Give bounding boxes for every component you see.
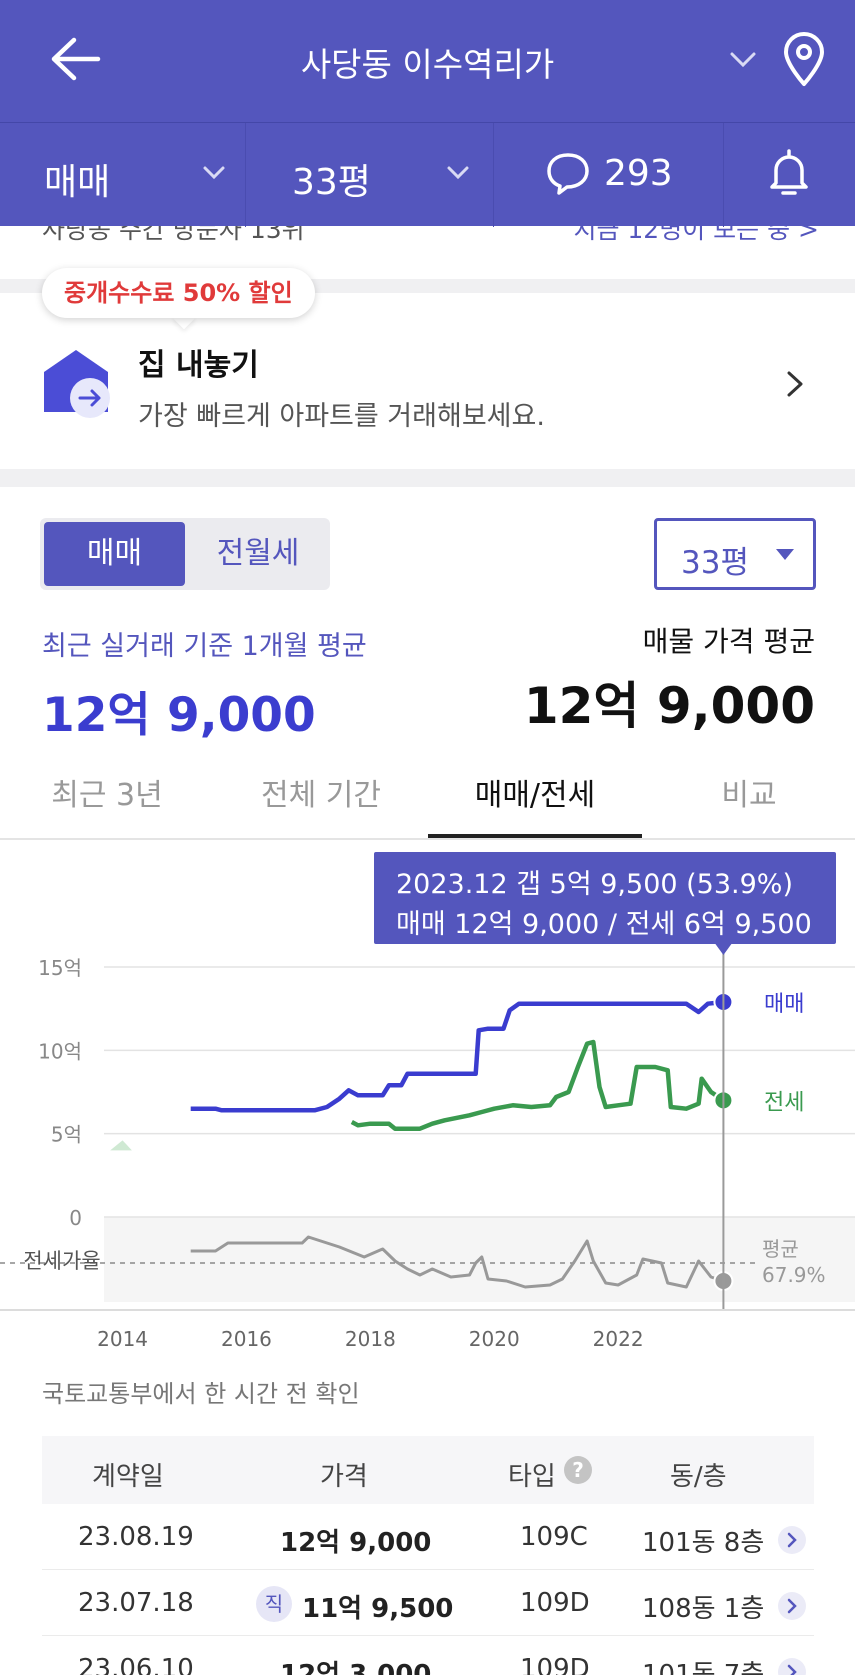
chart-tooltip: 2023.12 갭 5억 9,500 (53.9%) 매매 12억 9,000 … xyxy=(374,852,836,944)
recent-avg-value: 12억 9,000 xyxy=(42,688,316,743)
filter-bar: 매매 33평 293 xyxy=(0,122,855,227)
chevron-down-icon xyxy=(447,166,469,180)
segment-rent[interactable]: 전월세 xyxy=(216,536,300,571)
chevron-right-icon[interactable] xyxy=(778,1658,806,1675)
cell-unit: 108동 1층 xyxy=(642,1594,765,1624)
top-app-bar: 사당동 이수역리가 xyxy=(0,0,855,122)
trade-type-dropdown[interactable]: 매매 xyxy=(0,123,246,227)
tab-divider xyxy=(0,838,855,840)
chevron-down-icon[interactable] xyxy=(728,48,758,72)
x-tick-label: 2020 xyxy=(469,1327,520,1351)
cell-price: 12억 3,000 xyxy=(280,1660,432,1675)
page-title[interactable]: 사당동 이수역리가 xyxy=(300,45,555,84)
table-row[interactable]: 23.08.19 12억 9,000 109C 101동 8층 xyxy=(42,1504,814,1570)
ratio-avg-value: 67.9% xyxy=(762,1263,826,1287)
chevron-down-icon xyxy=(203,166,225,180)
cell-date: 23.06.10 xyxy=(78,1654,194,1675)
section-divider xyxy=(0,469,855,487)
ratio-avg-label: 평균 xyxy=(762,1237,799,1261)
series-line-jeonse xyxy=(350,1039,725,1131)
viewers-now-link[interactable]: 지금 12명이 보는 중 > xyxy=(573,226,819,244)
tooltip-pointer xyxy=(715,944,732,955)
listing-avg-value: 12억 9,000 xyxy=(523,677,815,735)
series-label-sale: 매매 xyxy=(764,992,804,1017)
area-label: 33평 xyxy=(292,162,371,203)
col-type: 타입 xyxy=(508,1462,556,1492)
chevron-right-icon[interactable] xyxy=(778,1592,806,1620)
series-line-sale xyxy=(190,999,724,1113)
comments-button[interactable]: 293 xyxy=(494,123,724,227)
data-source-note: 국토교통부에서 한 시간 전 확인 xyxy=(42,1380,360,1408)
x-tick-label: 2022 xyxy=(593,1327,644,1351)
trade-segment-control: 매매 전월세 xyxy=(40,518,330,590)
cell-unit: 101동 7층 xyxy=(642,1660,765,1675)
col-date: 계약일 xyxy=(92,1462,164,1492)
chevron-right-icon[interactable] xyxy=(778,1526,806,1554)
cell-type: 109D xyxy=(520,1588,590,1618)
x-tick-label: 2016 xyxy=(221,1327,272,1351)
trade-type-label: 매매 xyxy=(44,162,111,203)
list-house-subtitle: 가장 빠르게 아파트를 거래해보세요. xyxy=(138,401,545,432)
tooltip-price-line: 매매 12억 9,000 / 전세 6억 9,500 xyxy=(396,909,812,940)
tab-sale-jeonse[interactable]: 매매/전세 xyxy=(474,778,596,813)
house-arrow-icon xyxy=(44,350,110,418)
table-row[interactable]: 직 23.07.18 11억 9,500 109D 108동 1층 xyxy=(42,1570,814,1636)
listing-avg-label: 매물 가격 평균 xyxy=(642,625,815,658)
promo-badge: 중개수수료 50% 할인 xyxy=(42,268,315,318)
list-house-title: 집 내놓기 xyxy=(138,348,259,383)
chevron-right-icon[interactable] xyxy=(784,370,806,398)
area-dropdown[interactable]: 33평 xyxy=(246,123,494,227)
visitor-rank-text: 사당동 주간 방문자 13위 xyxy=(42,226,305,244)
col-unit: 동/층 xyxy=(670,1462,727,1492)
volume-bump xyxy=(110,1140,132,1151)
map-pin-icon[interactable] xyxy=(782,32,826,88)
bell-icon xyxy=(770,149,808,195)
notification-button[interactable] xyxy=(724,123,855,227)
direct-trade-badge: 직 xyxy=(256,1586,292,1622)
help-icon[interactable]: ? xyxy=(564,1456,592,1484)
cell-date: 23.07.18 xyxy=(78,1588,194,1618)
tab-recent-3y[interactable]: 최근 3년 xyxy=(51,778,163,813)
tooltip-gap-line: 2023.12 갭 5억 9,500 (53.9%) xyxy=(396,869,793,900)
list-house-card[interactable] xyxy=(0,293,855,469)
series-line-ratio xyxy=(190,1235,724,1289)
comment-count: 293 xyxy=(604,153,673,194)
cell-unit: 101동 8층 xyxy=(642,1528,765,1558)
y-tick-label: 10억 xyxy=(38,1039,82,1063)
table-header: 계약일 가격 타입 ? 동/층 xyxy=(42,1436,814,1504)
tab-all-period[interactable]: 전체 기간 xyxy=(261,778,381,813)
recent-avg-label: 최근 실거래 기준 1개월 평균 xyxy=(42,631,367,662)
cell-price: 11억 9,500 xyxy=(302,1594,454,1624)
y-tick-label: 15억 xyxy=(38,956,82,980)
visitor-rank-strip: 사당동 주간 방문자 13위 지금 12명이 보는 중 > xyxy=(0,226,855,256)
x-tick-label: 2018 xyxy=(345,1327,396,1351)
caret-down-icon xyxy=(776,549,794,560)
area-select-label: 33평 xyxy=(681,545,749,581)
x-tick-label: 2014 xyxy=(97,1327,148,1351)
cell-price: 12억 9,000 xyxy=(280,1528,432,1558)
cell-date: 23.08.19 xyxy=(78,1522,194,1552)
active-tab-indicator xyxy=(428,834,642,838)
series-label-jeonse: 전세 xyxy=(764,1090,804,1115)
tab-compare[interactable]: 비교 xyxy=(721,778,777,813)
col-price: 가격 xyxy=(320,1462,368,1492)
segment-sale[interactable]: 매매 xyxy=(44,522,185,586)
cell-type: 109D xyxy=(520,1654,590,1675)
arrow-left-icon[interactable] xyxy=(48,34,104,84)
speech-bubble-icon xyxy=(547,153,589,195)
area-select[interactable]: 33평 xyxy=(654,518,816,590)
cell-type: 109C xyxy=(520,1522,588,1552)
y-tick-label: 0 xyxy=(69,1206,82,1230)
y-tick-label: 5억 xyxy=(51,1123,82,1147)
ratio-label: 전세가율 xyxy=(23,1249,100,1273)
table-row[interactable]: 23.06.10 12억 3,000 109D 101동 7층 xyxy=(42,1636,814,1675)
